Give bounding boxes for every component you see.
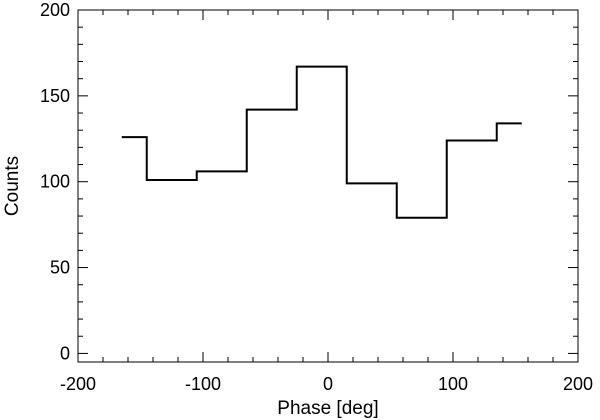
plot-frame	[77, 9, 579, 363]
x-tick-label: -100	[185, 374, 221, 394]
y-axis-label: Counts	[2, 156, 23, 216]
y-tick-label: 150	[40, 86, 70, 106]
tick-labels: -200 -100 0 100 200 0 50 100 150 200	[40, 0, 593, 394]
histogram-line	[121, 65, 522, 219]
y-tick-label: 100	[40, 172, 70, 192]
y-tick-label: 200	[40, 0, 70, 20]
x-tick-label: -200	[60, 374, 96, 394]
y-tick-label: 0	[60, 343, 70, 363]
tick-marks	[77, 9, 579, 362]
x-tick-label: 100	[438, 374, 468, 394]
x-tick-label: 0	[323, 374, 333, 394]
x-tick-label: 200	[563, 374, 593, 394]
x-axis-label: Phase [deg]	[277, 398, 378, 419]
y-tick-label: 50	[50, 258, 70, 278]
